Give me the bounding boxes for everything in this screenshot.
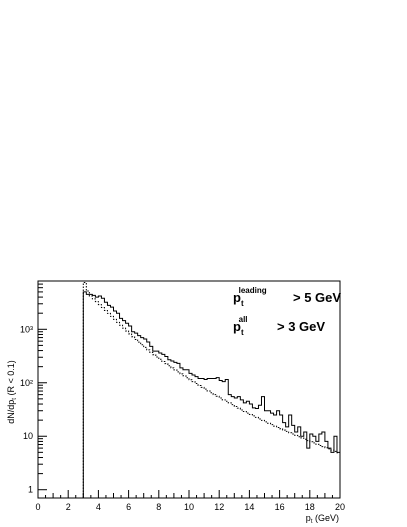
x-tick-label: 10 <box>184 502 194 512</box>
y-tick-label: 1 <box>28 485 33 495</box>
series-layer <box>82 281 340 498</box>
x-tick-label: 8 <box>156 502 161 512</box>
annotation: ptleading > 5 GeV <box>233 286 341 308</box>
annotation: ptall > 3 GeV <box>233 315 325 337</box>
x-tick-label: 12 <box>214 502 224 512</box>
x-tick-label: 20 <box>335 502 345 512</box>
y-tick-label: 10² <box>20 378 33 388</box>
y-tick-label: 10 <box>23 431 33 441</box>
x-axis-title: pt (GeV) <box>306 513 339 525</box>
x-tick-label: 4 <box>96 502 101 512</box>
series-solid <box>82 291 340 498</box>
y-axis-title: dN/dpt (R < 0.1) <box>6 360 18 423</box>
x-axis: 0 2 4 6 8 10 12 14 16 18 20 <box>35 490 345 512</box>
x-tick-label: 2 <box>66 502 71 512</box>
y-tick-label: 10³ <box>20 324 33 334</box>
series-dotted <box>82 281 340 498</box>
x-tick-label: 14 <box>244 502 254 512</box>
x-tick-label: 0 <box>35 502 40 512</box>
x-tick-label: 16 <box>275 502 285 512</box>
x-tick-label: 18 <box>305 502 315 512</box>
x-tick-label: 6 <box>126 502 131 512</box>
annotations: ptleading > 5 GeV ptall > 3 GeV <box>233 286 341 337</box>
y-axis: 1 10 10² 10³ <box>20 280 47 495</box>
